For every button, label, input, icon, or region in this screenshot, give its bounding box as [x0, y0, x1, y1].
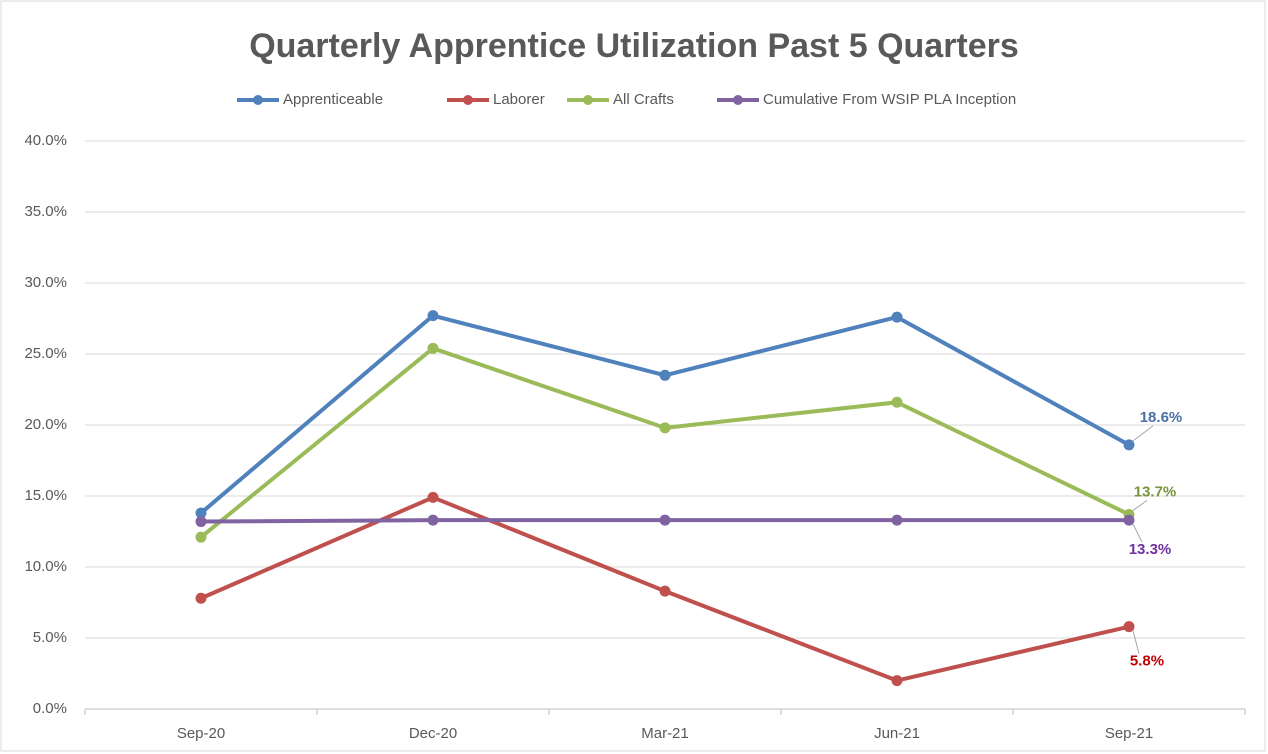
legend-marker [733, 95, 743, 105]
legend-marker [583, 95, 593, 105]
y-tick-label: 30.0% [24, 274, 67, 291]
leader-line [1132, 500, 1148, 511]
data-point [427, 514, 439, 526]
y-tick-label: 10.0% [24, 558, 67, 575]
leader-line [1132, 425, 1154, 442]
data-point [195, 516, 207, 528]
data-label: 13.3% [1129, 541, 1172, 558]
leader-line [1132, 523, 1143, 543]
data-point [891, 396, 903, 408]
x-tick-label: Sep-20 [177, 725, 225, 742]
data-point [427, 310, 439, 322]
data-point [891, 675, 903, 687]
data-point [659, 422, 671, 434]
x-tick-label: Dec-20 [409, 725, 457, 742]
legend-label: All Crafts [613, 91, 674, 108]
x-tick-label: Jun-21 [874, 725, 920, 742]
leader-line [1132, 630, 1140, 654]
legend-label: Apprenticeable [283, 91, 383, 108]
legend-label: Laborer [493, 91, 545, 108]
x-tick-label: Sep-21 [1105, 725, 1153, 742]
data-point [891, 311, 903, 323]
data-point [659, 514, 671, 526]
y-tick-label: 5.0% [33, 629, 67, 646]
data-point [195, 592, 207, 604]
data-point [1123, 514, 1135, 526]
chart-title: Quarterly Apprentice Utilization Past 5 … [249, 27, 1019, 65]
data-label: 5.8% [1130, 653, 1164, 670]
y-tick-label: 35.0% [24, 203, 67, 220]
y-tick-label: 40.0% [24, 132, 67, 149]
legend-label: Cumulative From WSIP PLA Inception [763, 91, 1016, 108]
y-tick-label: 0.0% [33, 700, 67, 717]
data-point [195, 531, 207, 543]
y-tick-label: 20.0% [24, 416, 67, 433]
data-point [427, 342, 439, 354]
data-point [659, 585, 671, 597]
data-label: 13.7% [1134, 483, 1177, 500]
data-point [195, 507, 207, 519]
y-tick-label: 25.0% [24, 345, 67, 362]
legend-marker [463, 95, 473, 105]
data-point [659, 369, 671, 381]
data-label: 18.6% [1140, 409, 1183, 426]
y-tick-label: 15.0% [24, 487, 67, 504]
x-tick-label: Mar-21 [641, 725, 689, 742]
data-point [427, 491, 439, 503]
data-point [1123, 621, 1135, 633]
legend-marker [253, 95, 263, 105]
data-point [1123, 439, 1135, 451]
data-point [891, 514, 903, 526]
